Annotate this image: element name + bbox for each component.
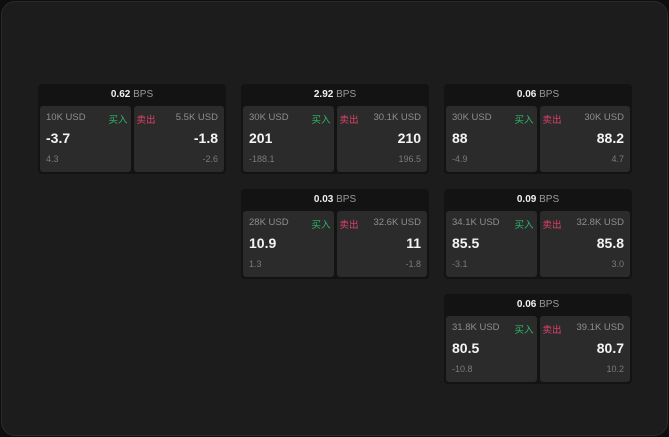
buy-panel[interactable]: 10K USD 买入 -3.7 4.3 [40,106,131,172]
buy-panel[interactable]: 30K USD 买入 201 -188.1 [243,106,334,172]
buy-label: 买入 [108,115,128,126]
buy-panel[interactable]: 31.8K USD 买入 80.5 -10.8 [446,316,537,382]
sell-size: 30K USD [584,112,624,123]
sell-label: 卖出 [136,115,156,126]
sell-panel[interactable]: 卖出 39.1K USD 80.7 10.2 [539,316,630,382]
sell-panel[interactable]: 卖出 32.6K USD 11 -1.8 [336,211,427,277]
buy-change: -188.1 [249,154,275,164]
sell-label: 卖出 [542,325,562,336]
sell-panel[interactable]: 卖出 30K USD 88.2 4.7 [539,106,630,172]
buy-price: 10.9 [249,235,277,251]
buy-panel[interactable]: 34.1K USD 买入 85.5 -3.1 [446,211,537,277]
quote-card: 2.92 BPS 30K USD 买入 201 -188.1 卖出 30.1K USD 2… [241,84,429,174]
spread-header: 2.92 BPS [241,84,429,106]
spread-value: 0.62 [110,89,131,100]
sell-size: 32.8K USD [576,217,624,228]
sell-panel[interactable]: 卖出 32.8K USD 85.8 3.0 [539,211,630,277]
sell-price: 80.7 [596,340,624,356]
buy-change: -10.8 [452,364,473,374]
spread-header: 0.09 BPS [444,189,632,211]
buy-size: 34.1K USD [452,217,500,228]
spread-value: 2.92 [313,89,334,100]
spread-value: 0.06 [516,89,537,100]
buy-size: 31.8K USD [452,322,500,333]
sell-price: 85.8 [596,235,624,251]
sell-change: -2.6 [202,154,218,164]
spread-unit: BPS [336,89,357,100]
spread-unit: BPS [133,89,154,100]
buy-label: 买入 [311,220,331,231]
sell-size: 39.1K USD [576,322,624,333]
spread-value: 0.09 [516,194,537,205]
buy-change: 1.3 [249,259,262,269]
sell-label: 卖出 [339,115,359,126]
quote-card: 0.09 BPS 34.1K USD 买入 85.5 -3.1 卖出 32.8K USD… [444,189,632,279]
spread-unit: BPS [336,194,357,205]
spread-header: 0.06 BPS [444,84,632,106]
buy-label: 买入 [514,325,534,336]
buy-label: 买入 [514,115,534,126]
buy-price: -3.7 [46,130,71,146]
sell-panel[interactable]: 卖出 30.1K USD 210 196.5 [336,106,427,172]
sell-size: 30.1K USD [373,112,421,123]
spread-value: 0.03 [313,194,334,205]
buy-change: 4.3 [46,154,59,164]
sell-change: 3.0 [611,259,624,269]
spread-header: 0.03 BPS [241,189,429,211]
buy-change: -4.9 [452,154,468,164]
spread-unit: BPS [539,194,560,205]
quote-card: 0.62 BPS 10K USD 买入 -3.7 4.3 卖出 5.5K USD -1.8… [38,84,226,174]
sell-price: 88.2 [596,130,624,146]
buy-price: 85.5 [452,235,480,251]
sell-price: -1.8 [193,130,218,146]
spread-value: 0.06 [516,299,537,310]
sell-panel[interactable]: 卖出 5.5K USD -1.8 -2.6 [133,106,224,172]
buy-size: 30K USD [249,112,289,123]
buy-panel[interactable]: 30K USD 买入 88 -4.9 [446,106,537,172]
buy-price: 80.5 [452,340,480,356]
sell-price: 11 [406,235,421,251]
spread-header: 0.06 BPS [444,294,632,316]
sell-label: 卖出 [542,220,562,231]
quote-card: 0.06 BPS 31.8K USD 买入 80.5 -10.8 卖出 39.1K US… [444,294,632,384]
spread-header: 0.62 BPS [38,84,226,106]
sell-change: -1.8 [405,259,421,269]
sell-size: 32.6K USD [373,217,421,228]
sell-change: 10.2 [606,364,624,374]
quote-card: 0.06 BPS 30K USD 买入 88 -4.9 卖出 30K USD 88.2 4.… [444,84,632,174]
sell-size: 5.5K USD [175,112,218,123]
sell-change: 196.5 [398,154,421,164]
buy-panel[interactable]: 28K USD 买入 10.9 1.3 [243,211,334,277]
sell-price: 210 [397,130,421,146]
buy-price: 201 [249,130,273,146]
buy-label: 买入 [514,220,534,231]
spread-unit: BPS [539,89,560,100]
buy-change: -3.1 [452,259,468,269]
buy-size: 28K USD [249,217,289,228]
spread-unit: BPS [539,299,560,310]
quote-card: 0.03 BPS 28K USD 买入 10.9 1.3 卖出 32.6K USD 11 -… [241,189,429,279]
buy-price: 88 [452,130,468,146]
buy-label: 买入 [311,115,331,126]
buy-size: 10K USD [46,112,86,123]
sell-label: 卖出 [339,220,359,231]
sell-change: 4.7 [611,154,624,164]
sell-label: 卖出 [542,115,562,126]
buy-size: 30K USD [452,112,492,123]
